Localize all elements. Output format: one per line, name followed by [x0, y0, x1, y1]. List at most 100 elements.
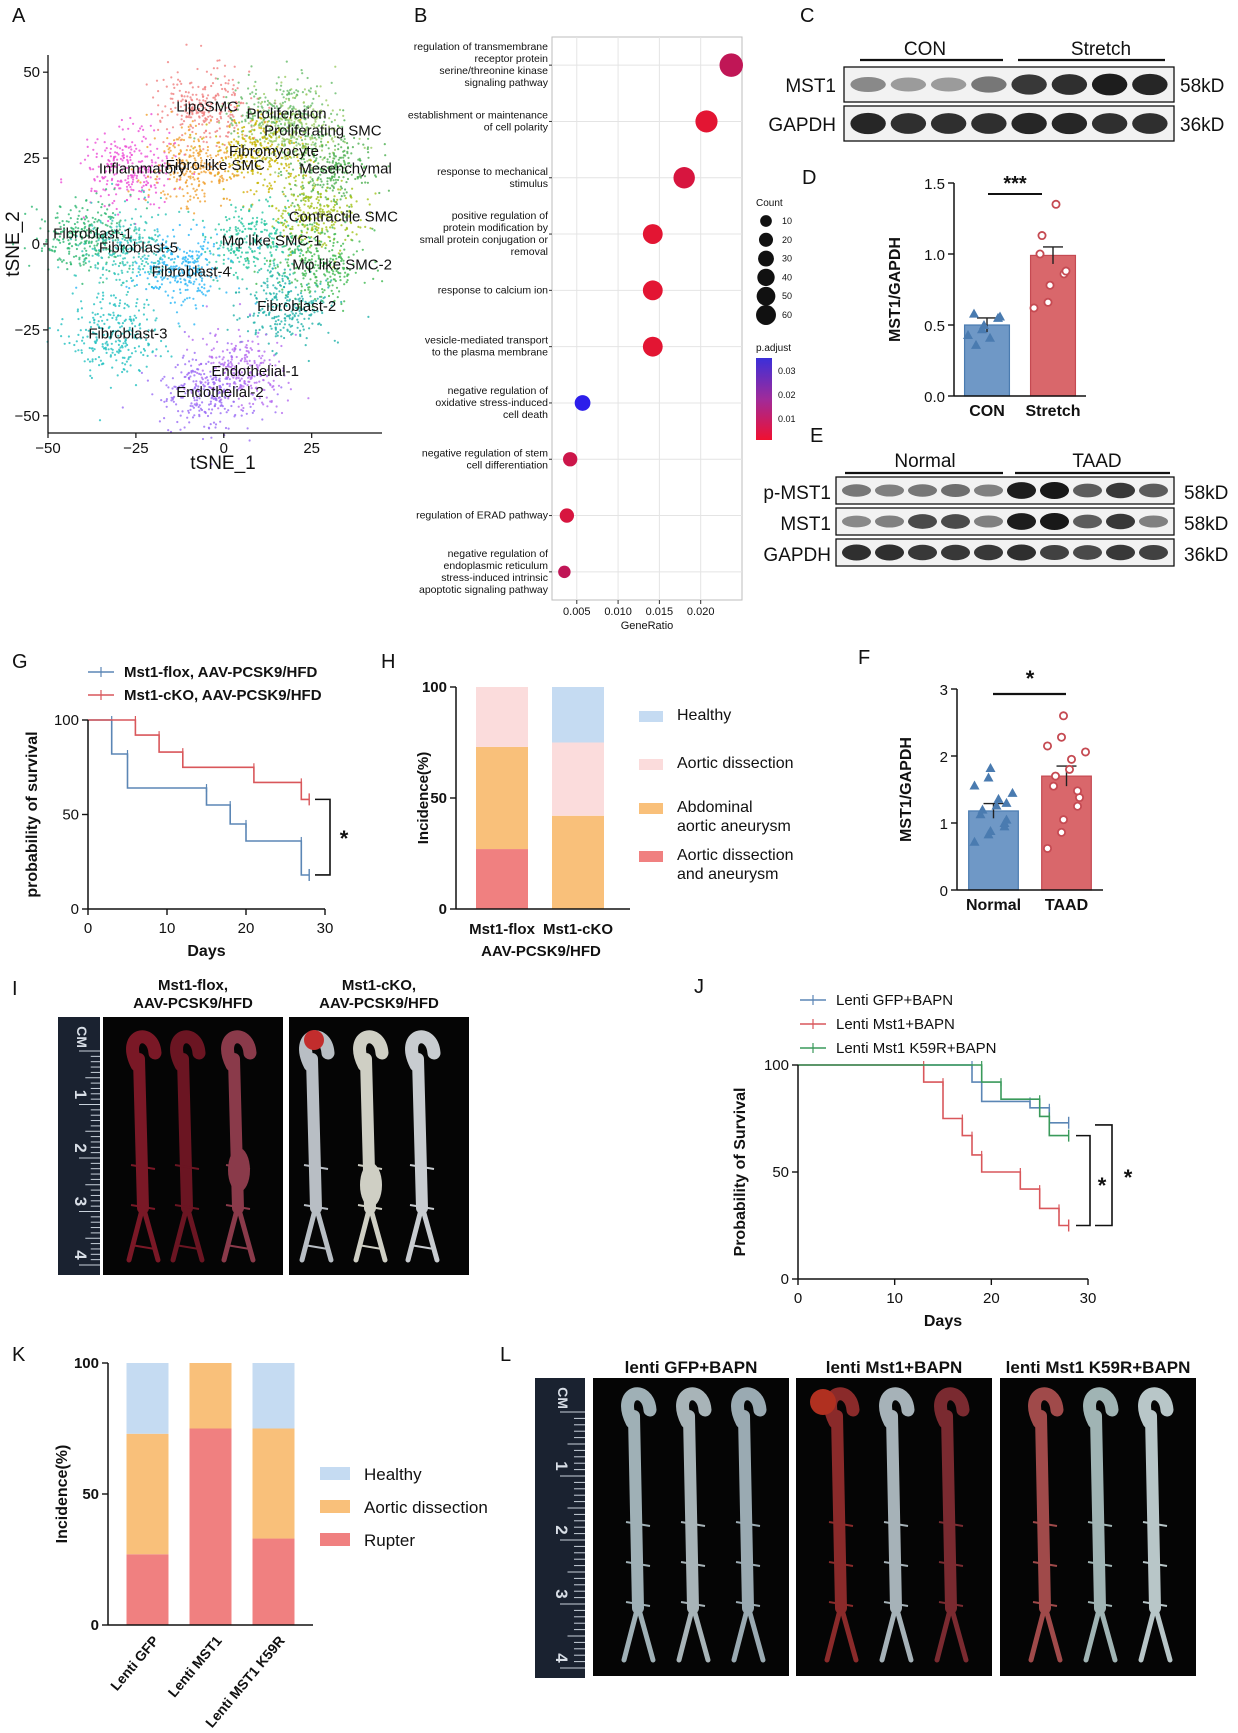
cell-point: [167, 386, 170, 389]
cell-point: [187, 233, 190, 237]
cell-point: [286, 130, 289, 133]
cell-point: [237, 215, 240, 218]
data-point: [1061, 266, 1071, 276]
cell-point: [139, 160, 142, 163]
cell-point: [261, 354, 264, 357]
cell-point: [321, 212, 324, 216]
y-tick-label: 50: [82, 1486, 99, 1503]
cell-point: [62, 259, 65, 262]
cell-point: [197, 287, 200, 290]
cell-point: [216, 77, 219, 80]
x-category-label: TAAD: [1045, 897, 1088, 914]
cell-point: [125, 251, 128, 254]
cell-point: [77, 227, 80, 230]
cell-point: [237, 405, 240, 408]
cell-point: [188, 82, 192, 85]
cell-point: [314, 90, 317, 93]
cell-point: [302, 117, 305, 120]
cell-point: [101, 343, 104, 346]
cell-point: [274, 124, 277, 127]
term-dot: [559, 508, 575, 523]
cell-point: [118, 187, 121, 190]
cell-point: [358, 175, 361, 178]
cell-point: [361, 248, 364, 251]
cell-point: [220, 117, 223, 120]
cell-point: [278, 290, 281, 293]
cell-point: [303, 289, 307, 292]
cell-point: [150, 216, 154, 219]
cell-point: [305, 250, 308, 254]
cell-point: [360, 181, 363, 184]
cell-point: [149, 203, 152, 206]
cell-point: [238, 335, 242, 338]
cell-point: [146, 145, 149, 149]
data-point: [1045, 280, 1055, 290]
cell-point: [194, 132, 198, 135]
cell-point: [163, 150, 166, 153]
cell-point: [109, 169, 112, 172]
cell-point: [230, 234, 233, 238]
term-label: endoplasmic reticulum: [444, 560, 549, 572]
cell-point: [167, 151, 171, 154]
cell-point: [246, 111, 249, 114]
cell-point: [102, 362, 105, 365]
cell-point: [302, 171, 305, 174]
cell-point: [74, 243, 77, 246]
cell-point: [149, 265, 152, 268]
cell-point: [265, 146, 268, 149]
cell-point: [274, 155, 277, 158]
cell-point: [83, 240, 86, 243]
cell-point: [240, 155, 243, 158]
cell-point: [228, 229, 231, 232]
cell-point: [214, 98, 217, 101]
cell-point: [275, 207, 278, 210]
cell-point: [343, 163, 346, 166]
cell-point: [92, 227, 95, 230]
cell-point: [269, 270, 272, 273]
cell-point: [129, 116, 132, 120]
cell-point: [332, 170, 335, 173]
cell-point: [174, 265, 177, 268]
cell-point: [80, 218, 83, 221]
cell-point: [173, 267, 176, 271]
cell-point: [169, 142, 172, 146]
cell-point: [270, 237, 273, 240]
cell-point: [311, 166, 314, 170]
cell-point: [126, 239, 129, 242]
cell-point: [295, 217, 298, 220]
cell-point: [222, 246, 225, 249]
cell-point: [210, 84, 213, 88]
cell-point: [116, 241, 119, 244]
cell-point: [194, 190, 197, 193]
cell-point: [320, 261, 323, 264]
cell-point: [281, 274, 284, 277]
cell-point: [121, 251, 125, 254]
cell-point: [200, 161, 203, 164]
term-label: removal: [511, 246, 548, 258]
cell-point: [217, 327, 220, 331]
cell-point: [125, 293, 128, 296]
data-point: [983, 772, 994, 782]
cell-point: [263, 257, 266, 260]
cell-point: [231, 88, 234, 91]
cell-point: [113, 353, 117, 356]
cell-point: [227, 170, 230, 173]
cell-point: [119, 225, 122, 228]
cell-point: [268, 182, 271, 185]
cell-point: [285, 169, 288, 172]
cell-point: [179, 277, 182, 280]
cell-point: [214, 426, 217, 429]
cell-point: [274, 171, 277, 174]
cell-point: [201, 93, 204, 96]
cell-point: [147, 194, 150, 197]
cell-point: [240, 208, 243, 211]
cell-point: [218, 127, 221, 130]
cell-point: [146, 181, 150, 185]
cell-point: [284, 75, 287, 78]
data-point: [1051, 199, 1061, 209]
cluster-label: Proliferation: [247, 105, 327, 122]
cell-point: [156, 147, 159, 150]
cell-point: [77, 214, 80, 217]
cell-point: [328, 177, 331, 180]
cell-point: [215, 135, 218, 138]
